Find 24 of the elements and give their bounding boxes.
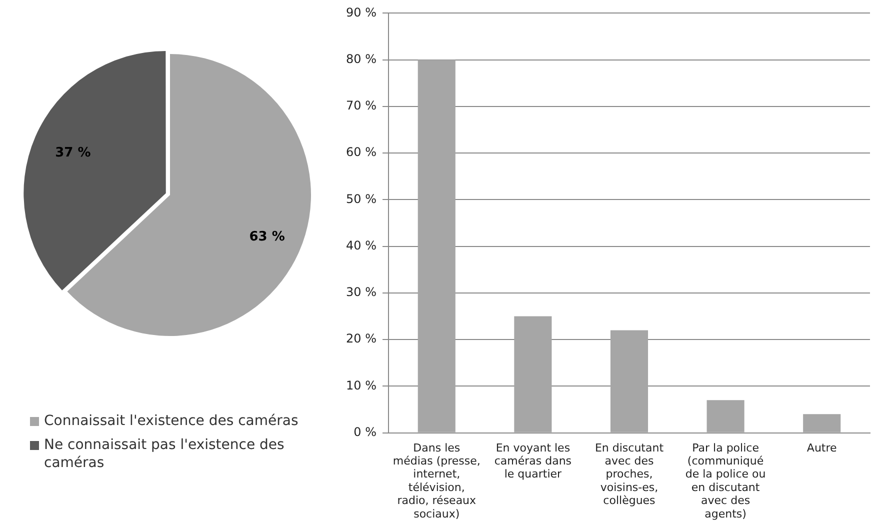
y-tick-label: 70 % <box>346 98 376 113</box>
y-tick-label: 90 % <box>346 5 376 20</box>
legend-label: Connaissait l'existence des caméras <box>43 412 300 430</box>
bar <box>418 60 456 432</box>
y-tick-label: 10 % <box>346 378 376 392</box>
x-tick-label: Par la police (communiqué de la police ou en discutant avec des agents) <box>685 441 766 520</box>
y-tick-label: 60 % <box>346 145 376 160</box>
data-label: 63 % <box>249 229 285 244</box>
bar <box>706 400 744 432</box>
y-tick-label: 80 % <box>346 52 376 66</box>
y-tick-label: 20 % <box>346 332 376 346</box>
x-tick-label: Autre <box>806 441 838 454</box>
bar <box>610 330 648 432</box>
legend-label: Ne connaissait pas l'existence des caméras <box>43 436 286 472</box>
x-tick-label: Dans les médias (presse, internet, télévision, radio, réseaux sociaux) <box>392 441 480 520</box>
x-tick-label: En discutant avec des proches, voisins-es, collègues <box>594 441 664 508</box>
y-tick-label: 50 % <box>346 192 376 206</box>
bar <box>803 414 841 432</box>
y-tick-label: 40 % <box>346 238 376 252</box>
data-label: 37 % <box>55 145 91 160</box>
y-tick-label: 30 % <box>346 285 376 300</box>
bar <box>514 316 552 432</box>
x-tick-label: En voyant les caméras dans le quartier <box>494 441 572 481</box>
y-tick-label: 0 % <box>354 424 376 439</box>
